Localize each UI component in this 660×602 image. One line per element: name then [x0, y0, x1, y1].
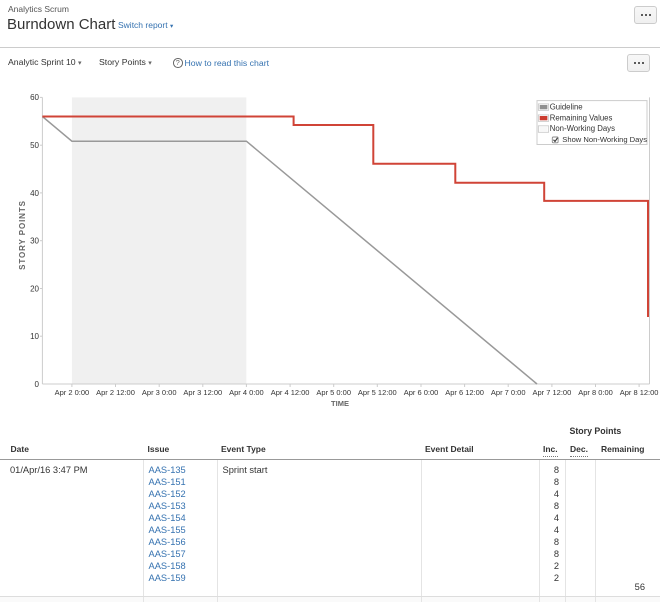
svg-text:Apr 3 12:00: Apr 3 12:00 — [183, 388, 222, 397]
svg-text:Apr 5 0:00: Apr 5 0:00 — [316, 388, 351, 397]
svg-text:30: 30 — [30, 237, 39, 246]
svg-text:20: 20 — [30, 284, 39, 293]
svg-text:60: 60 — [30, 93, 39, 102]
svg-text:Apr 4 12:00: Apr 4 12:00 — [271, 388, 310, 397]
svg-text:Apr 5 12:00: Apr 5 12:00 — [358, 388, 397, 397]
svg-text:Guideline: Guideline — [550, 102, 583, 111]
svg-text:Remaining Values: Remaining Values — [550, 113, 613, 122]
svg-text:Apr 8 12:00: Apr 8 12:00 — [620, 388, 659, 397]
svg-text:Apr 7 0:00: Apr 7 0:00 — [491, 388, 526, 397]
svg-text:Apr 8 0:00: Apr 8 0:00 — [578, 388, 613, 397]
svg-text:Apr 3 0:00: Apr 3 0:00 — [142, 388, 177, 397]
svg-text:Apr 2 12:00: Apr 2 12:00 — [96, 388, 135, 397]
svg-text:TIME: TIME — [331, 399, 349, 408]
svg-text:Show Non-Working Days: Show Non-Working Days — [562, 135, 647, 144]
svg-text:Apr 6 0:00: Apr 6 0:00 — [404, 388, 439, 397]
svg-text:40: 40 — [30, 189, 39, 198]
svg-text:50: 50 — [30, 141, 39, 150]
svg-text:10: 10 — [30, 332, 39, 341]
svg-text:Apr 4 0:00: Apr 4 0:00 — [229, 388, 264, 397]
svg-text:STORY POINTS: STORY POINTS — [18, 200, 27, 270]
svg-text:Non-Working Days: Non-Working Days — [550, 124, 615, 133]
svg-text:Apr 6 12:00: Apr 6 12:00 — [445, 388, 484, 397]
svg-text:Apr 2 0:00: Apr 2 0:00 — [55, 388, 90, 397]
svg-text:Apr 7 12:00: Apr 7 12:00 — [533, 388, 572, 397]
svg-text:0: 0 — [35, 380, 40, 389]
